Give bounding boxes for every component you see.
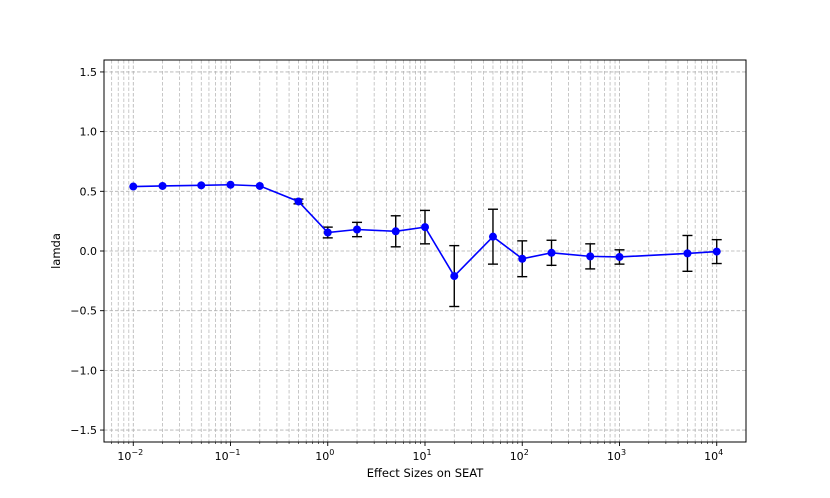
data-point — [323, 228, 332, 237]
data-point — [226, 180, 235, 189]
data-point — [255, 181, 264, 190]
data-point — [421, 223, 429, 232]
data-point — [518, 254, 527, 263]
y-axis-title: lamda — [49, 233, 63, 269]
x-tick-label: 103 — [607, 448, 626, 463]
data-point — [712, 247, 721, 256]
data-point — [683, 249, 692, 258]
y-axis-ticks: 1.5 1.0 0.5 0.0 −0.5 −1.0 −1.5 — [70, 66, 104, 437]
y-tick-label: −0.5 — [70, 305, 97, 318]
x-tick-label: 100 — [315, 448, 334, 463]
data-series — [129, 180, 721, 281]
y-tick-label: 0.0 — [80, 245, 98, 258]
data-point — [547, 248, 556, 257]
y-tick-label: 1.5 — [80, 66, 98, 79]
y-tick-label: 0.5 — [80, 185, 98, 198]
data-point — [391, 227, 400, 236]
x-tick-label: 10−2 — [117, 448, 143, 463]
data-point — [450, 272, 459, 281]
data-point — [586, 252, 595, 261]
data-point — [353, 225, 362, 234]
data-point — [615, 252, 624, 261]
y-tick-label: 1.0 — [80, 126, 98, 139]
data-point — [197, 181, 206, 190]
x-tick-label: 104 — [704, 448, 723, 463]
series-line — [133, 183, 717, 278]
x-axis-ticks: 10−2 10−1 100 101 102 103 104 — [111, 442, 723, 463]
data-point — [488, 232, 497, 241]
data-point — [129, 182, 138, 191]
y-tick-label: −1.0 — [70, 364, 97, 377]
data-point — [294, 197, 303, 206]
grid — [104, 60, 746, 442]
x-tick-label: 10−1 — [215, 448, 241, 463]
x-tick-label: 101 — [412, 448, 431, 463]
x-tick-label: 102 — [510, 448, 529, 463]
data-point — [158, 181, 167, 190]
x-axis-title: Effect Sizes on SEAT — [367, 466, 485, 480]
y-tick-label: −1.5 — [70, 424, 97, 437]
